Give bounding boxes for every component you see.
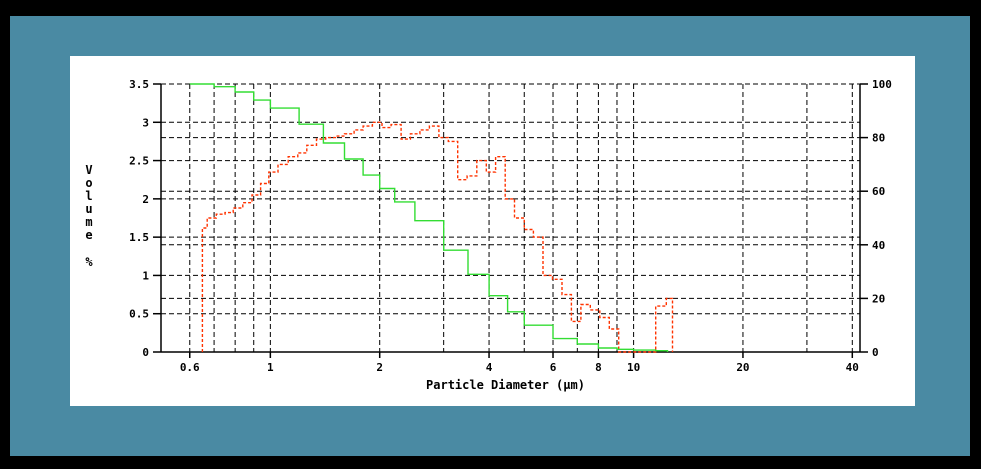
y-axis-title-char: e — [85, 228, 92, 242]
plot-card: 0 0.5 1 1.5 2 2.5 3 3.5 0 20 40 60 80 100 0.6 1 2 4 6 8 10 20… — [70, 56, 915, 406]
x-tick-label: 10 — [627, 361, 640, 374]
y-right-tick-label: 80 — [872, 132, 885, 145]
y-right-tick-label: 20 — [872, 292, 885, 305]
x-tick-label: 2 — [376, 361, 383, 374]
x-tick-label: 0.6 — [180, 361, 200, 374]
x-tick-label: 20 — [736, 361, 749, 374]
y-left-tick-label: 2 — [142, 193, 149, 206]
y-right-tick-label: 100 — [872, 78, 892, 91]
y-left-tick-label: 0.5 — [129, 308, 149, 321]
y-axis-title-char: m — [85, 215, 92, 229]
y-right-tick-label: 60 — [872, 185, 885, 198]
y-axis-title-char: % — [85, 255, 93, 269]
x-tick-label: 8 — [595, 361, 602, 374]
x-tick-label: 4 — [486, 361, 493, 374]
y-left-tick-label: 2.5 — [129, 155, 149, 168]
x-tick-label: 1 — [267, 361, 274, 374]
series-line-1 — [189, 83, 669, 352]
x-axis-title: Particle Diameter (µm) — [426, 378, 585, 392]
x-tick-label: 6 — [550, 361, 557, 374]
y-axis-title-char: u — [85, 202, 92, 216]
y-right-tick-label: 40 — [872, 239, 885, 252]
y-axis-title-char: l — [85, 189, 92, 203]
series-line-0 — [201, 121, 674, 353]
particle-size-chart: 0 0.5 1 1.5 2 2.5 3 3.5 0 20 40 60 80 100 0.6 1 2 4 6 8 10 20… — [85, 78, 892, 392]
y-left-tick-label: 1.5 — [129, 231, 149, 244]
y-left-tick-label: 3 — [142, 116, 149, 129]
y-right-tick-label: 0 — [872, 346, 879, 359]
y-left-tick-label: 3.5 — [129, 78, 149, 91]
y-axis-title-char: o — [85, 176, 92, 190]
window-frame: 0 0.5 1 1.5 2 2.5 3 3.5 0 20 40 60 80 100 0.6 1 2 4 6 8 10 20… — [10, 16, 970, 456]
y-left-tick-label: 1 — [142, 269, 149, 282]
y-left-tick-label: 0 — [142, 346, 149, 359]
y-axis-title-char: V — [85, 163, 92, 177]
x-tick-label: 40 — [846, 361, 859, 374]
